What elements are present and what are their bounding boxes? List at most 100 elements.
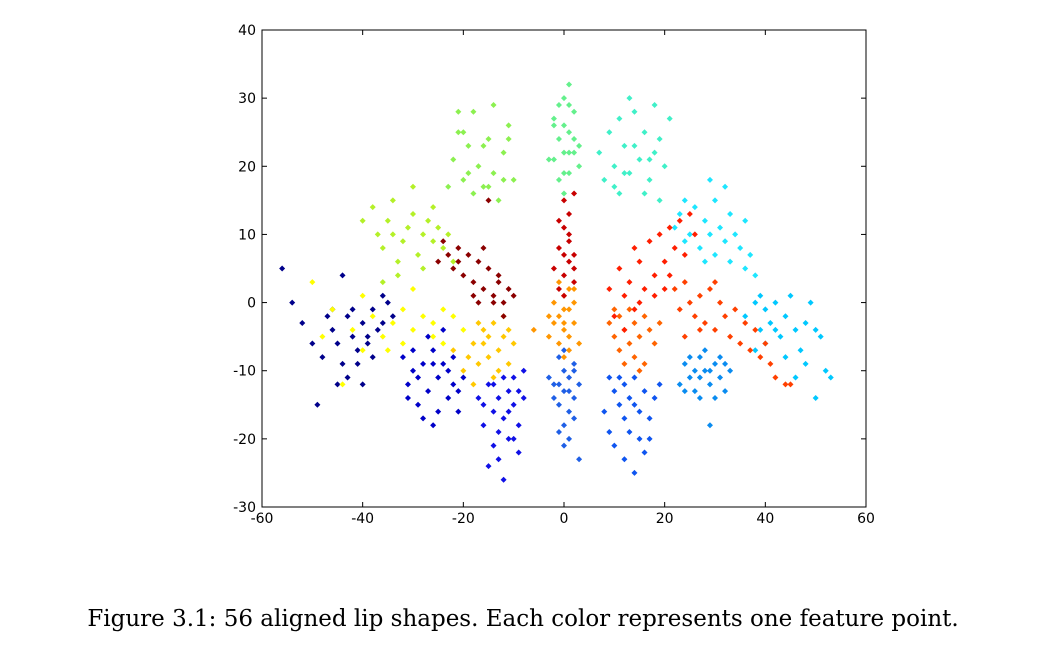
data-point xyxy=(550,122,557,129)
data-point xyxy=(510,340,517,347)
data-point xyxy=(530,326,537,333)
data-point xyxy=(495,279,502,286)
y-tick-label: 40 xyxy=(238,23,256,39)
data-point xyxy=(384,217,391,224)
data-point xyxy=(389,313,396,320)
data-point xyxy=(686,210,693,217)
data-point xyxy=(772,299,779,306)
series-0 xyxy=(279,265,396,408)
data-point xyxy=(379,279,386,286)
data-point xyxy=(510,374,517,381)
data-point xyxy=(681,238,688,245)
data-point xyxy=(646,238,653,245)
data-point xyxy=(359,292,366,299)
data-point xyxy=(500,374,507,381)
data-point xyxy=(561,306,567,313)
data-point xyxy=(696,374,703,381)
data-point xyxy=(389,320,396,327)
data-point xyxy=(757,326,764,333)
data-point xyxy=(717,224,724,231)
data-point xyxy=(566,347,573,354)
data-point xyxy=(329,306,336,313)
data-point xyxy=(641,190,648,197)
data-point xyxy=(545,313,552,320)
data-point xyxy=(555,285,562,292)
data-point xyxy=(555,354,562,361)
data-point xyxy=(500,333,507,340)
data-point xyxy=(460,272,467,279)
data-point xyxy=(606,320,613,327)
data-point xyxy=(505,360,512,367)
data-point xyxy=(566,435,573,442)
data-point xyxy=(430,360,437,367)
data-point xyxy=(732,231,739,238)
data-point xyxy=(571,415,578,422)
data-point xyxy=(374,231,381,238)
series-9 xyxy=(545,81,583,197)
data-point xyxy=(636,367,643,374)
data-point xyxy=(681,360,688,367)
data-point xyxy=(576,456,583,463)
data-point xyxy=(445,367,452,374)
data-point xyxy=(792,374,799,381)
data-point xyxy=(555,313,562,320)
data-point xyxy=(490,299,497,306)
data-point xyxy=(712,360,718,367)
data-point xyxy=(470,381,477,388)
data-point xyxy=(566,285,573,292)
data-point xyxy=(717,354,724,361)
data-point xyxy=(490,320,497,327)
y-tick-label: 0 xyxy=(247,296,256,312)
data-point xyxy=(691,204,698,211)
data-point xyxy=(727,210,734,217)
data-point xyxy=(561,354,567,361)
data-point xyxy=(661,258,668,265)
data-point xyxy=(450,381,457,388)
data-point xyxy=(359,320,366,327)
data-point xyxy=(661,285,668,292)
x-tick-label: -60 xyxy=(251,511,274,527)
data-point xyxy=(364,340,371,347)
data-point xyxy=(616,401,623,408)
data-point xyxy=(470,190,477,197)
data-point xyxy=(505,136,512,143)
data-point xyxy=(571,367,578,374)
data-point xyxy=(545,333,552,340)
data-point xyxy=(566,306,573,313)
data-point xyxy=(299,320,306,327)
data-point xyxy=(571,285,578,292)
data-point xyxy=(455,129,462,136)
data-point xyxy=(706,231,713,238)
data-point xyxy=(762,340,769,347)
data-point xyxy=(676,210,683,217)
data-point xyxy=(505,326,512,333)
data-point xyxy=(722,388,729,395)
data-point xyxy=(621,381,628,388)
data-point xyxy=(309,279,316,286)
data-point xyxy=(621,326,628,333)
data-point xyxy=(445,394,452,401)
data-point xyxy=(561,197,567,204)
data-point xyxy=(722,183,729,190)
data-point xyxy=(782,354,789,361)
data-point xyxy=(802,360,809,367)
data-point xyxy=(435,408,442,415)
data-point xyxy=(626,95,633,102)
data-point xyxy=(752,347,759,354)
data-point xyxy=(490,101,497,108)
data-point xyxy=(555,279,562,286)
data-point xyxy=(515,388,522,395)
data-point xyxy=(782,381,789,388)
data-point xyxy=(722,313,729,320)
data-point xyxy=(555,245,562,252)
data-point xyxy=(571,320,578,327)
data-point xyxy=(722,238,729,245)
data-point xyxy=(616,265,623,272)
data-point xyxy=(495,367,502,374)
data-point xyxy=(626,279,633,286)
data-point xyxy=(480,422,487,429)
data-point xyxy=(440,306,447,313)
data-point xyxy=(616,313,623,320)
data-point xyxy=(767,360,774,367)
data-point xyxy=(666,115,673,122)
